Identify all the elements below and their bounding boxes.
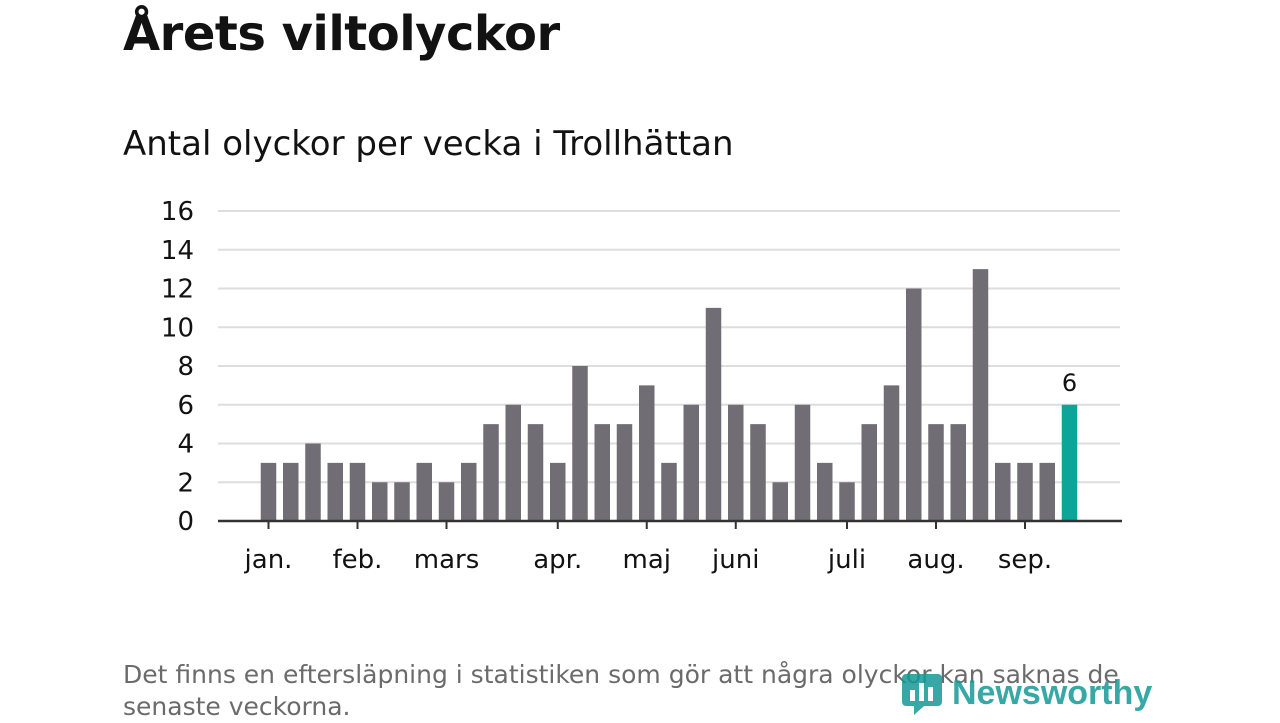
x-tick-label: jan. <box>244 545 293 575</box>
bar <box>527 424 544 521</box>
x-tick-label: maj <box>623 545 671 575</box>
bar <box>461 462 477 521</box>
bar <box>394 482 410 521</box>
bar <box>750 424 766 521</box>
logo-text: Newsworthy <box>952 673 1153 712</box>
bar <box>416 462 432 521</box>
bar <box>438 482 455 521</box>
bar <box>972 269 989 521</box>
grid-lines <box>218 210 1120 484</box>
bar <box>794 404 811 521</box>
y-tick-label: 12 <box>161 275 194 305</box>
y-tick-label: 16 <box>161 197 194 227</box>
bar <box>728 404 744 521</box>
bar <box>906 288 922 521</box>
bar <box>661 462 677 521</box>
y-tick-label: 0 <box>177 507 194 537</box>
x-tick-label: apr. <box>533 545 582 575</box>
bar <box>283 462 299 521</box>
bar <box>349 462 366 521</box>
bar <box>705 307 722 521</box>
x-tick-label: sep. <box>998 545 1052 575</box>
bar <box>594 424 610 521</box>
bar <box>861 424 877 521</box>
bar <box>616 424 633 521</box>
bar <box>483 424 499 521</box>
bar <box>928 424 944 521</box>
bar <box>839 482 855 521</box>
bar <box>372 482 388 521</box>
bar <box>327 462 343 521</box>
y-tick-label: 2 <box>177 468 194 498</box>
bar <box>883 385 900 521</box>
bars <box>260 269 1078 521</box>
bar <box>1039 462 1055 521</box>
bar-chart: 0 2 4 6 8 10 12 14 16 jan. feb. mars apr. maj juni jul… <box>161 197 1122 575</box>
x-tick-label: aug. <box>907 545 964 575</box>
chart-title: Årets viltolyckor <box>123 6 560 62</box>
footnote: Det finns en eftersläpning i statistiken… <box>123 660 1119 721</box>
bar <box>1017 462 1033 521</box>
x-tick-label: mars <box>414 545 480 575</box>
bar <box>505 404 521 521</box>
bar <box>817 462 833 521</box>
newsworthy-logo: Newsworthy <box>900 666 1152 720</box>
bar <box>995 462 1011 521</box>
x-tick-label: juni <box>711 545 759 575</box>
y-tick-label: 14 <box>161 236 194 266</box>
y-tick-label: 8 <box>177 352 194 382</box>
bar <box>772 482 788 521</box>
y-tick-label: 6 <box>177 391 194 421</box>
bar <box>305 443 321 521</box>
y-tick-label: 4 <box>177 430 194 460</box>
x-axis-ticks: jan. feb. mars apr. maj juni juli aug. sep. <box>244 521 1052 575</box>
bar <box>260 462 277 521</box>
chart-subtitle: Antal olyckor per vecka i Trollhättan <box>123 124 734 164</box>
data-label: 6 <box>1062 369 1077 397</box>
bar <box>550 462 566 521</box>
y-tick-label: 10 <box>161 313 194 343</box>
x-tick-label: feb. <box>333 545 383 575</box>
bar <box>950 424 966 521</box>
x-tick-label: juli <box>827 545 866 575</box>
bar-chart-icon <box>900 666 944 720</box>
bar <box>572 366 588 521</box>
y-axis-ticks: 0 2 4 6 8 10 12 14 16 <box>161 197 194 537</box>
bar <box>683 404 699 521</box>
data-labels: 6 <box>1062 369 1077 397</box>
bar <box>639 385 655 521</box>
bar-highlighted <box>1061 404 1078 521</box>
